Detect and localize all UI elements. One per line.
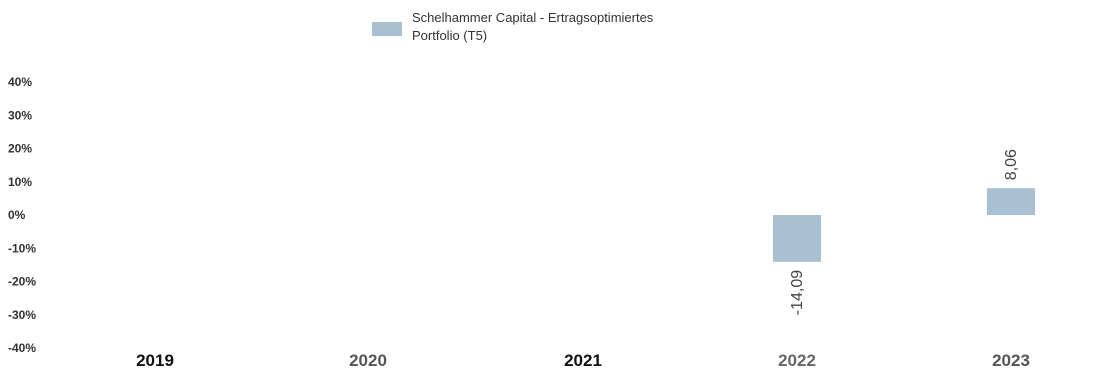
bar-2023 <box>987 188 1035 215</box>
data-label-2022: -14,09 <box>789 270 806 315</box>
x-tick-label-2022: 2022 <box>778 351 816 370</box>
y-tick-label: 40% <box>8 75 32 89</box>
y-tick-label: -30% <box>8 308 36 322</box>
y-axis: 40% 30% 20% 10% 0% -10% -20% -30% -40% <box>8 75 36 355</box>
y-tick-label: 20% <box>8 142 32 156</box>
y-tick-label: -10% <box>8 241 36 255</box>
bars <box>773 188 1035 262</box>
data-labels: -14,09 8,06 <box>789 149 1020 315</box>
y-tick-label: 10% <box>8 175 32 189</box>
legend-swatch <box>372 22 402 36</box>
legend: Schelhammer Capital - Ertragsoptimiertes… <box>372 10 654 43</box>
legend-label-line2: Portfolio (T5) <box>412 28 487 43</box>
data-label-2023: 8,06 <box>1003 149 1020 180</box>
x-tick-label-2023: 2023 <box>992 351 1030 370</box>
y-tick-label: -40% <box>8 341 36 355</box>
x-tick-label-2021: 2021 <box>564 351 602 370</box>
y-tick-label: 30% <box>8 108 32 122</box>
x-tick-label-2020: 2020 <box>349 351 387 370</box>
y-tick-label: 0% <box>8 208 26 222</box>
bar-2022 <box>773 215 821 262</box>
x-tick-label-2019: 2019 <box>136 351 174 370</box>
x-axis: 2019 2020 2021 2022 2023 <box>136 351 1030 370</box>
legend-label-line1: Schelhammer Capital - Ertragsoptimiertes <box>412 10 654 25</box>
y-tick-label: -20% <box>8 275 36 289</box>
